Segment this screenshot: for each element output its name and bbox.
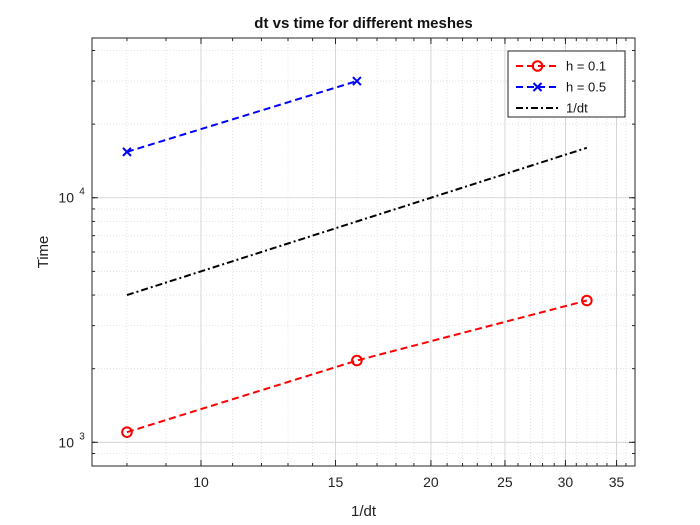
data-point-x bbox=[532, 82, 543, 92]
data-point-x bbox=[122, 147, 132, 157]
x-tick-label: 15 bbox=[328, 474, 344, 490]
data-point-circle bbox=[351, 354, 363, 367]
legend-item: 1/dt bbox=[516, 101, 588, 116]
chart-title: dt vs time for different meshes bbox=[254, 15, 472, 32]
series-group bbox=[121, 76, 593, 438]
y-tick-exponent: 4 bbox=[79, 187, 85, 198]
legend-box bbox=[507, 50, 626, 118]
y-tick-label: 10 bbox=[58, 190, 74, 206]
data-point-circle bbox=[531, 60, 544, 72]
legend-label: h = 0.5 bbox=[566, 80, 606, 95]
y-tick-label: 10 bbox=[58, 434, 74, 450]
y-axis-label: Time bbox=[35, 236, 52, 269]
series-2 bbox=[126, 146, 588, 297]
legend-label: 1/dt bbox=[566, 101, 588, 116]
x-axis-label: 1/dt bbox=[351, 503, 377, 520]
data-point-circle bbox=[581, 294, 593, 307]
grid bbox=[92, 38, 636, 467]
series-0 bbox=[121, 294, 593, 438]
x-tick-label: 35 bbox=[609, 474, 625, 490]
series-line bbox=[126, 299, 588, 434]
legend-label: h = 0.1 bbox=[566, 59, 606, 74]
legend-item: h = 0.5 bbox=[516, 80, 606, 95]
legend-item: h = 0.1 bbox=[516, 59, 606, 74]
x-tick-label: 30 bbox=[558, 474, 574, 490]
series-line bbox=[126, 146, 588, 297]
x-tick-label: 25 bbox=[497, 474, 513, 490]
legend: h = 0.1 h = 0.5 1/dt bbox=[507, 50, 626, 118]
y-tick-exponent: 3 bbox=[79, 431, 85, 442]
data-point-x bbox=[352, 76, 362, 86]
ticks: 10 15 20 25 30 35 10 3 10 4 bbox=[58, 38, 636, 490]
x-tick-label: 20 bbox=[423, 474, 439, 490]
series-line bbox=[126, 80, 358, 153]
x-tick-label: 10 bbox=[193, 474, 209, 490]
series-1 bbox=[122, 76, 362, 157]
data-point-circle bbox=[121, 426, 133, 438]
